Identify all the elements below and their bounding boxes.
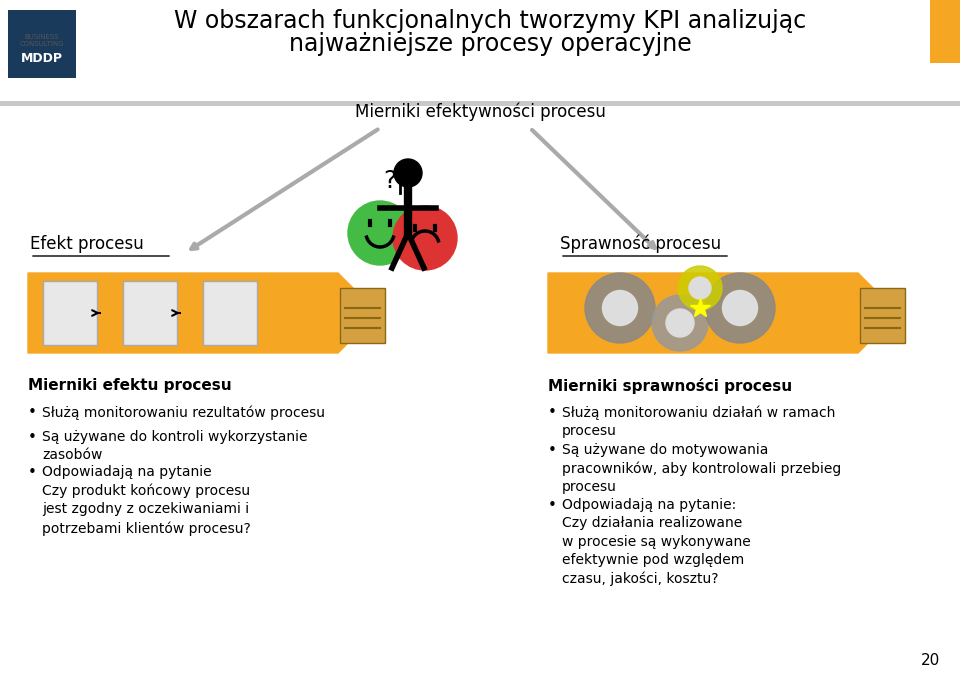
Text: Odpowiadają na pytanie
Czy produkt końcowy procesu
jest zgodny z oczekiwaniami i: Odpowiadają na pytanie Czy produkt końco… bbox=[42, 465, 251, 535]
FancyBboxPatch shape bbox=[43, 281, 97, 345]
Circle shape bbox=[348, 201, 412, 265]
FancyArrow shape bbox=[28, 273, 378, 353]
Circle shape bbox=[394, 159, 422, 187]
Text: Są używane do kontroli wykorzystanie
zasobów: Są używane do kontroli wykorzystanie zas… bbox=[42, 430, 307, 462]
Circle shape bbox=[652, 295, 708, 351]
Circle shape bbox=[666, 309, 694, 337]
Text: Mierniki sprawności procesu: Mierniki sprawności procesu bbox=[548, 378, 792, 394]
Text: 20: 20 bbox=[921, 653, 940, 668]
Text: W obszarach funkcjonalnych tworzymy KPI analizując: W obszarach funkcjonalnych tworzymy KPI … bbox=[174, 9, 806, 33]
Text: ?: ? bbox=[383, 169, 396, 193]
Circle shape bbox=[678, 266, 722, 310]
FancyBboxPatch shape bbox=[123, 281, 177, 345]
FancyBboxPatch shape bbox=[203, 281, 257, 345]
Text: Służą monitorowaniu działań w ramach
procesu: Służą monitorowaniu działań w ramach pro… bbox=[562, 405, 835, 438]
Text: BUSINESS
CONSULTING: BUSINESS CONSULTING bbox=[20, 34, 64, 47]
Circle shape bbox=[393, 206, 457, 270]
Circle shape bbox=[585, 273, 655, 343]
Text: Są używane do motywowania
pracowników, aby kontrolowali przebieg
procesu: Są używane do motywowania pracowników, a… bbox=[562, 443, 841, 494]
FancyBboxPatch shape bbox=[0, 101, 960, 106]
Circle shape bbox=[689, 277, 711, 299]
FancyBboxPatch shape bbox=[8, 10, 76, 78]
FancyBboxPatch shape bbox=[930, 0, 960, 63]
Text: Efekt procesu: Efekt procesu bbox=[30, 235, 144, 253]
Text: •: • bbox=[28, 465, 36, 480]
Text: •: • bbox=[548, 443, 557, 458]
Text: •: • bbox=[548, 405, 557, 420]
Text: Mierniki efektu procesu: Mierniki efektu procesu bbox=[28, 378, 231, 393]
Text: Służą monitorowaniu rezultatów procesu: Służą monitorowaniu rezultatów procesu bbox=[42, 405, 325, 419]
Text: Odpowiadają na pytanie:
Czy działania realizowane
w procesie są wykonywane
efekt: Odpowiadają na pytanie: Czy działania re… bbox=[562, 498, 751, 586]
Text: Mierniki efektywności procesu: Mierniki efektywności procesu bbox=[354, 102, 606, 121]
Circle shape bbox=[603, 290, 637, 326]
FancyArrow shape bbox=[548, 273, 898, 353]
FancyBboxPatch shape bbox=[0, 0, 960, 103]
Text: •: • bbox=[28, 405, 36, 420]
Text: •: • bbox=[28, 430, 36, 445]
Circle shape bbox=[705, 273, 775, 343]
Text: najważniejsze procesy operacyjne: najważniejsze procesy operacyjne bbox=[289, 32, 691, 56]
Text: •: • bbox=[548, 498, 557, 513]
Text: MDDP: MDDP bbox=[21, 52, 63, 65]
Circle shape bbox=[723, 290, 757, 326]
Text: Sprawność procesu: Sprawność procesu bbox=[560, 234, 721, 253]
FancyBboxPatch shape bbox=[340, 288, 385, 343]
FancyBboxPatch shape bbox=[860, 288, 905, 343]
